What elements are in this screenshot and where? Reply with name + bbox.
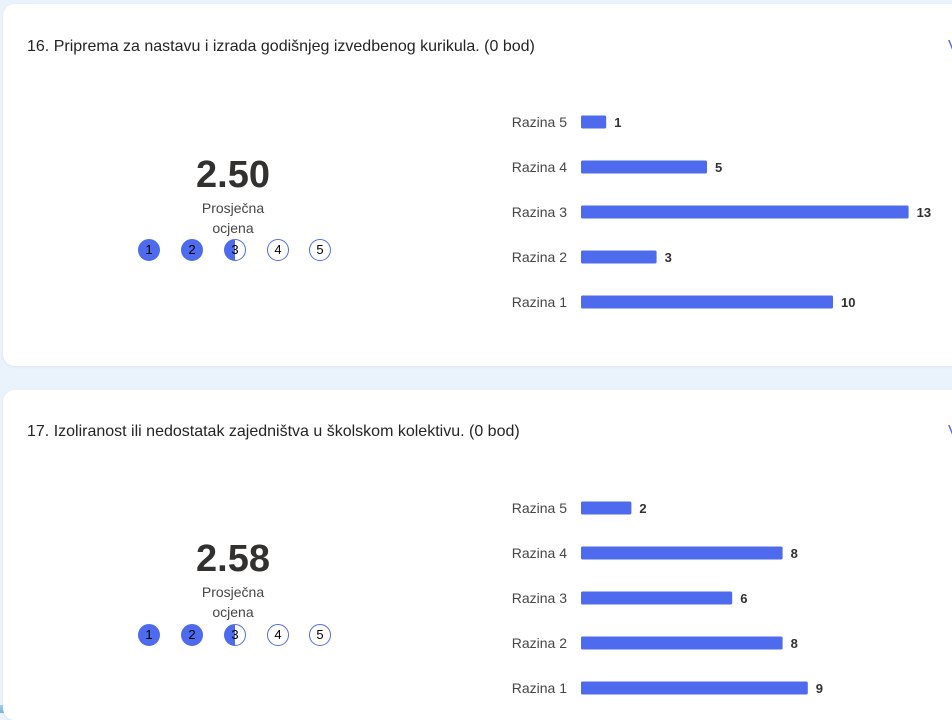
bar-value-label: 8 xyxy=(791,546,798,561)
rating-distribution-chart: Razina 5 2 Razina 4 8 Razina 3 6 Razina 2 8 Razi… xyxy=(512,500,823,696)
bar xyxy=(581,591,733,605)
bar-category-label: Razina 3 xyxy=(512,590,567,606)
bar-value-label: 6 xyxy=(740,591,747,606)
average-rating-value: 2.50 xyxy=(196,154,270,196)
rating-circle-2: 2 xyxy=(181,239,203,261)
question-title: 17. Izoliranost ili nedostatak zajedništ… xyxy=(27,423,520,440)
bar xyxy=(581,546,783,560)
rating-circle-3: 3 xyxy=(224,624,246,646)
bar-value-label: 5 xyxy=(715,160,722,175)
bar-value-label: 1 xyxy=(614,115,621,130)
bar-category-label: Razina 2 xyxy=(512,249,567,265)
bar-value-label: 10 xyxy=(841,295,855,310)
bar xyxy=(581,636,783,650)
rating-circle-3: 3 xyxy=(224,239,246,261)
rating-circle-5: 5 xyxy=(309,239,331,261)
bar xyxy=(581,295,833,309)
bar xyxy=(581,160,707,174)
bar-category-label: Razina 1 xyxy=(512,294,567,310)
bar-category-label: Razina 2 xyxy=(512,635,567,651)
bar-value-label: 13 xyxy=(917,205,931,220)
rating-circle-1: 1 xyxy=(138,239,160,261)
bar xyxy=(581,681,808,695)
average-rating-label: Prosječna ocjena xyxy=(201,200,265,236)
rating-circle-4: 4 xyxy=(267,624,289,646)
bar xyxy=(581,501,632,515)
average-rating-block: 2.50 Prosječna ocjena xyxy=(133,154,333,238)
rating-circle-4: 4 xyxy=(267,239,289,261)
rating-circle-1: 1 xyxy=(138,624,160,646)
bar-category-label: Razina 3 xyxy=(512,204,567,220)
rating-circles: 1 2 3 4 5 xyxy=(138,239,338,263)
question-card-16: 16. Priprema za nastavu i izrada godišnj… xyxy=(3,4,952,366)
average-rating-label: Prosječna ocjena xyxy=(201,584,265,620)
bar xyxy=(581,205,909,219)
bar-value-label: 2 xyxy=(639,501,646,516)
bar-category-label: Razina 4 xyxy=(512,545,567,561)
bar-category-label: Razina 5 xyxy=(512,500,567,516)
bar xyxy=(581,115,607,129)
bar xyxy=(581,250,657,264)
average-rating-value: 2.58 xyxy=(196,538,270,580)
rating-circle-5: 5 xyxy=(309,624,331,646)
rating-distribution-chart: Razina 5 1 Razina 4 5 Razina 3 13 Razina 2 3 Raz… xyxy=(512,114,931,310)
average-rating-block: 2.58 Prosječna ocjena xyxy=(133,538,333,622)
bar-category-label: Razina 1 xyxy=(512,680,567,696)
bar-category-label: Razina 5 xyxy=(512,114,567,130)
question-title: 16. Priprema za nastavu i izrada godišnj… xyxy=(27,38,535,55)
bar-category-label: Razina 4 xyxy=(512,159,567,175)
bar-value-label: 3 xyxy=(665,250,672,265)
bar-value-label: 9 xyxy=(816,681,823,696)
rating-circle-2: 2 xyxy=(181,624,203,646)
view-results-link[interactable]: V xyxy=(948,38,952,56)
question-card-17: 17. Izoliranost ili nedostatak zajedništ… xyxy=(3,390,952,720)
view-results-link[interactable]: V xyxy=(948,423,952,441)
rating-circles: 1 2 3 4 5 xyxy=(138,624,338,648)
bar-value-label: 8 xyxy=(791,636,798,651)
